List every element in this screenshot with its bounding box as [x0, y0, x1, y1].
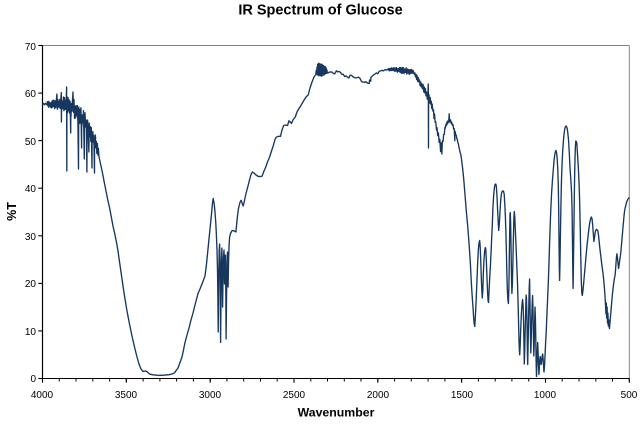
svg-text:1000: 1000 — [534, 390, 557, 401]
svg-text:60: 60 — [25, 89, 37, 100]
svg-text:30: 30 — [25, 232, 37, 243]
svg-text:20: 20 — [25, 279, 37, 290]
svg-text:50: 50 — [25, 137, 37, 148]
svg-text:3000: 3000 — [199, 390, 222, 401]
svg-text:2000: 2000 — [367, 390, 390, 401]
svg-text:10: 10 — [25, 327, 37, 338]
svg-text:1500: 1500 — [451, 390, 474, 401]
svg-text:0: 0 — [30, 374, 36, 385]
svg-text:40: 40 — [25, 184, 37, 195]
svg-text:2500: 2500 — [283, 390, 306, 401]
svg-text:3500: 3500 — [115, 390, 138, 401]
svg-text:%T: %T — [5, 202, 19, 221]
svg-text:4000: 4000 — [31, 390, 54, 401]
svg-text:Wavenumber: Wavenumber — [298, 406, 375, 420]
svg-text:IR Spectrum of Glucose: IR Spectrum of Glucose — [238, 3, 402, 19]
svg-text:70: 70 — [25, 42, 37, 53]
svg-text:500: 500 — [621, 390, 638, 401]
